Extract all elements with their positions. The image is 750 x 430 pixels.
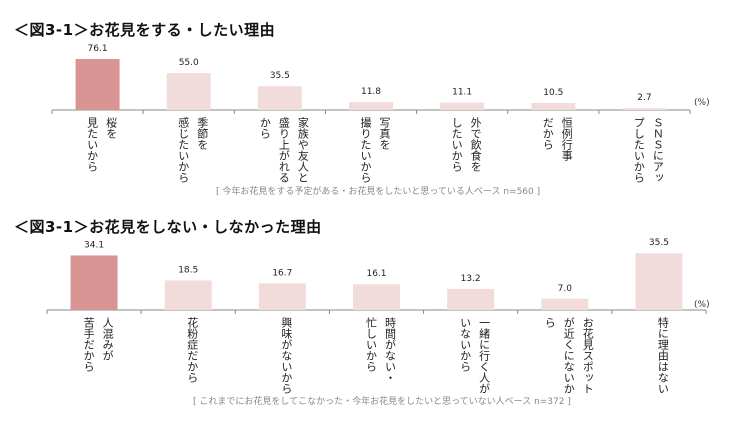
bar — [440, 102, 485, 110]
bar — [531, 102, 576, 110]
bar — [541, 298, 589, 310]
category-label: 季節を 感じたいから — [174, 117, 212, 183]
chart-1-note: [ 今年お花見をする予定がある・お花見をしたいと思っている人ベース n=560 … — [216, 187, 541, 197]
category-label-line: 見たいから — [85, 117, 99, 172]
chart-2-title: ＜図3-1＞お花見をしない・しなかった理由 — [14, 218, 322, 236]
category-label: 特に理由はない — [653, 317, 672, 394]
category-label-line: 興味がないから — [279, 317, 293, 394]
bar — [258, 283, 306, 310]
category-label-line: 季節を — [195, 117, 209, 150]
category-label-line: 桜を — [104, 117, 118, 139]
category-label: 時間がない・ 忙しいから — [362, 317, 400, 383]
category-label-line: 感じたいから — [176, 117, 190, 183]
bar — [166, 73, 211, 110]
bar — [622, 108, 667, 110]
category-label: 恒例行事 だから — [538, 117, 576, 161]
bar — [353, 284, 400, 310]
data-label: 11.1 — [452, 88, 472, 98]
category-label-line: 撮りたいから — [359, 117, 372, 183]
chart-1-unit: (%) — [694, 98, 710, 108]
bar — [447, 288, 495, 310]
category-label-line: 外で飲食を — [469, 117, 483, 172]
category-label: 一緒に行く人が いないから — [456, 317, 494, 394]
data-label: 16.1 — [366, 269, 386, 279]
category-label-line: したいから — [450, 117, 464, 172]
category-label-line: いないから — [458, 317, 472, 372]
category-label-line: 一緒に行く人が — [477, 317, 491, 394]
category-label: 桜を 見たいから — [83, 117, 121, 172]
data-label: 2.7 — [637, 93, 651, 103]
data-label: 10.5 — [543, 88, 563, 98]
category-label: 家族や友人と 盛り上がれる から — [255, 117, 312, 183]
category-label: 興味がないから — [277, 317, 296, 394]
category-label-line: プしたいから — [632, 117, 646, 183]
data-label: 16.7 — [272, 268, 292, 278]
bar — [70, 255, 118, 310]
data-label: 76.1 — [88, 44, 108, 54]
category-label-line: お花見スポット — [581, 317, 595, 394]
data-label: 18.5 — [178, 265, 198, 275]
category-label-line: 盛り上がれる — [277, 117, 291, 183]
category-label-line: 花粉症だから — [185, 317, 199, 383]
category-label: お花見スポット が近くにないから — [540, 317, 597, 394]
bar — [257, 86, 302, 110]
data-label: 13.2 — [461, 274, 481, 284]
category-label-line: から — [258, 117, 272, 139]
category-label: 外で飲食を したいから — [447, 117, 485, 172]
category-label-line: 写真を — [378, 117, 391, 150]
category-label-line: だから — [541, 117, 555, 150]
category-label-line: ら — [543, 317, 557, 328]
category-label-line: 時間がない・ — [383, 317, 397, 383]
category-label-line: が近くにないか — [562, 317, 576, 394]
category-label-line: ＳＮＳにアッ — [651, 117, 665, 183]
data-label: 55.0 — [179, 58, 199, 68]
chart-1-title: ＜図3-1＞お花見をする・したい理由 — [14, 21, 276, 39]
bar — [349, 102, 393, 110]
chart-2-note: [ これまでにお花見をしてこなかった・今年お花見をしたいと思っていない人ベース … — [193, 397, 571, 407]
data-label: 35.5 — [270, 71, 290, 81]
category-label-line: 特に理由はない — [656, 317, 670, 394]
category-label: 花粉症だから — [183, 317, 202, 383]
chart-2-unit: (%) — [694, 300, 710, 310]
data-label: 35.5 — [649, 238, 669, 248]
data-label: 11.8 — [361, 87, 381, 97]
bar — [164, 280, 212, 310]
category-label-line: 忙しいから — [364, 317, 378, 372]
category-label-line: 人混みが — [101, 317, 115, 361]
bar — [635, 253, 683, 310]
category-label-line: 恒例行事 — [560, 117, 574, 161]
data-label: 7.0 — [558, 284, 573, 294]
data-label: 34.1 — [84, 240, 104, 250]
category-label: 人混みが 苦手だから — [79, 317, 117, 372]
category-label: ＳＮＳにアッ プしたいから — [629, 117, 667, 183]
bar — [75, 59, 120, 110]
category-label-line: 家族や友人と — [296, 117, 310, 183]
category-label-line: 苦手だから — [82, 317, 96, 372]
category-label: 写真を 撮りたいから — [356, 117, 394, 183]
